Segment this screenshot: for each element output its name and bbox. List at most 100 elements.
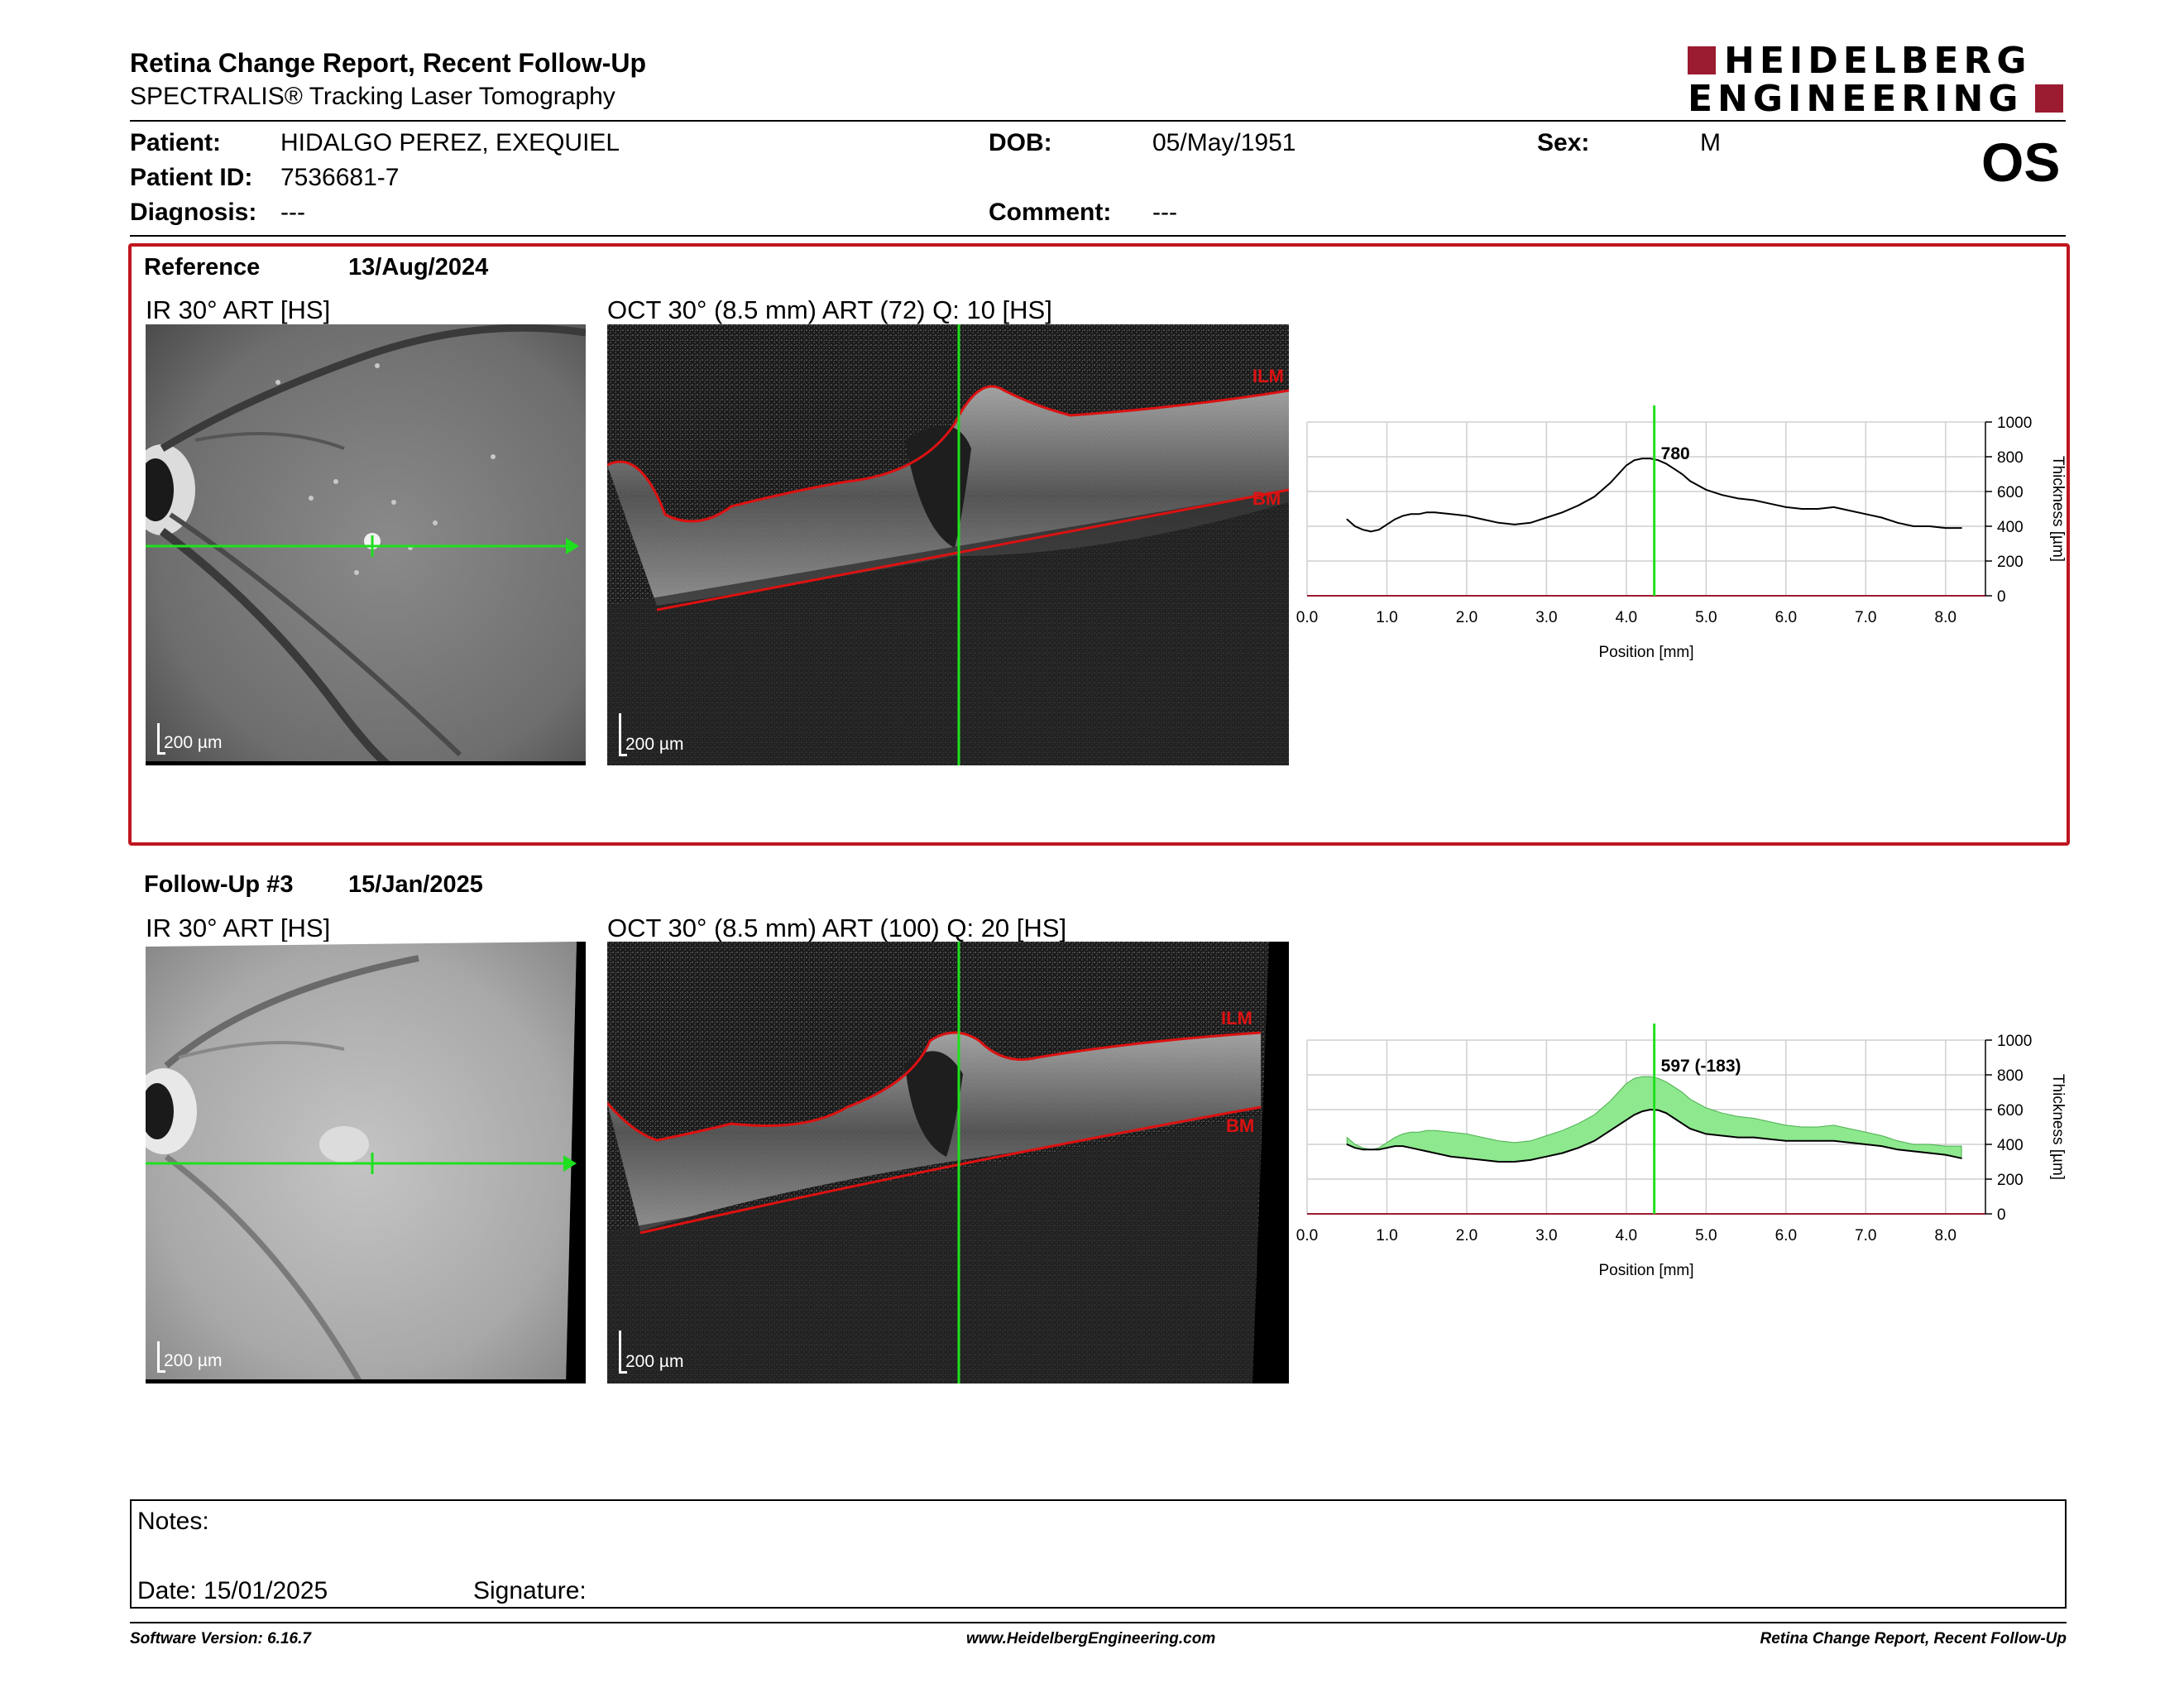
comment-label: Comment: (989, 199, 1112, 226)
thickness-point (1378, 1149, 1380, 1151)
thickness-point (1578, 1147, 1579, 1149)
header-divider (130, 120, 2066, 122)
thickness-point (1721, 494, 1723, 496)
thickness-point (1817, 1140, 1819, 1142)
x-tick-label: 5.0 (1695, 1227, 1717, 1244)
thickness-point (1650, 1109, 1651, 1110)
thickness-point (1449, 1155, 1452, 1158)
x-tick-label: 2.0 (1456, 1227, 1478, 1244)
sex-label: Sex: (1537, 129, 1590, 156)
thickness-point (1609, 1129, 1612, 1131)
thickness-point (1593, 496, 1596, 498)
x-tick-label: 2.0 (1456, 609, 1478, 626)
thickness-point (1346, 518, 1348, 520)
x-axis-label: Position [mm] (1598, 1262, 1693, 1279)
x-tick-label: 0.0 (1296, 609, 1318, 626)
thickness-point (1386, 524, 1388, 525)
thickness-point (1944, 1153, 1947, 1156)
reference-ir-scale: 200 µm (157, 722, 281, 755)
thickness-point (1832, 506, 1835, 508)
thickness-point (1681, 1123, 1684, 1125)
reference-oct-scale: 200 µm (619, 707, 743, 756)
footer-divider (130, 1622, 2067, 1623)
thickness-point (1354, 525, 1356, 527)
followup-ilm-label: ILM (1221, 1008, 1252, 1029)
thickness-point (1609, 482, 1612, 484)
thickness-point (1641, 1110, 1643, 1112)
thickness-point (1657, 1109, 1660, 1111)
x-tick-label: 7.0 (1855, 609, 1876, 626)
y-tick-label: 0 (1997, 588, 2006, 606)
followup-ir-scale-label: 200 µm (164, 1351, 223, 1370)
y-tick-label: 200 (1997, 1172, 2024, 1189)
diagnosis-label: Diagnosis: (130, 199, 257, 226)
y-tick-label: 200 (1997, 554, 2024, 571)
x-tick-label: 4.0 (1616, 609, 1637, 626)
followup-ir-title: IR 30° ART [HS] (146, 914, 331, 942)
followup-ir-scale: 200 µm (157, 1340, 281, 1373)
footer-url[interactable]: www.HeidelbergEngineering.com (966, 1630, 1216, 1647)
eye-label: OS (1981, 132, 2061, 193)
thickness-point (1354, 1147, 1356, 1149)
x-tick-label: 4.0 (1616, 1227, 1637, 1244)
thickness-point (1633, 1114, 1636, 1116)
thickness-point (1897, 522, 1899, 524)
dob-value: 05/May/1951 (1152, 129, 1296, 156)
diagnosis-value: --- (280, 199, 305, 226)
notes-label: Notes: (137, 1508, 209, 1535)
thickness-point (1913, 525, 1914, 527)
thickness-point (1418, 513, 1420, 516)
thickness-point (1434, 1152, 1436, 1154)
notes-box: Notes: Date: 15/01/2025 Signature: (130, 1499, 2067, 1609)
followup-oct-scale: 200 µm (619, 1324, 743, 1374)
x-tick-label: 3.0 (1535, 609, 1557, 626)
thickness-point (1497, 1161, 1500, 1163)
thickness-point (1561, 511, 1564, 513)
footer-software-version: Software Version: 6.16.7 (130, 1630, 311, 1647)
thickness-point (1689, 480, 1691, 482)
x-tick-label: 6.0 (1775, 609, 1797, 626)
thickness-point (1769, 502, 1771, 505)
reference-section-border (128, 243, 2070, 846)
thickness-point (1346, 1144, 1348, 1145)
followup-date: 15/Jan/2025 (348, 871, 483, 898)
reference-label: Reference (144, 254, 261, 281)
thickness-point (1370, 530, 1372, 533)
followup-oct-scale-label: 200 µm (625, 1352, 684, 1371)
reference-ilm-label: ILM (1252, 366, 1284, 386)
y-tick-label: 1000 (1997, 415, 2032, 432)
thickness-point (1928, 1152, 1931, 1154)
x-tick-label: 0.0 (1296, 1227, 1318, 1244)
y-tick-label: 400 (1997, 1137, 2024, 1154)
thickness-point (1386, 1147, 1388, 1149)
thickness-point (1482, 518, 1484, 520)
patient-name: HIDALGO PEREZ, EXEQUIEL (280, 129, 620, 156)
logo-line1: HEIDELBERG (1724, 40, 2032, 82)
footer-report-name: Retina Change Report, Recent Follow-Up (1760, 1630, 2067, 1647)
reference-ir-image: 200 µm (146, 324, 586, 765)
thickness-point (1466, 1158, 1468, 1159)
thickness-point (1545, 1155, 1548, 1158)
x-tick-label: 7.0 (1855, 1227, 1876, 1244)
thickness-point (1913, 1150, 1914, 1153)
x-axis-label: Position [mm] (1598, 644, 1693, 661)
thickness-point (1880, 1145, 1883, 1147)
thickness-point (1394, 518, 1396, 520)
thickness-point (1362, 1149, 1364, 1151)
thickness-point (1832, 1140, 1835, 1142)
x-tick-label: 1.0 (1376, 609, 1397, 626)
y-tick-label: 800 (1997, 1067, 2024, 1085)
logo-square-bottom (2035, 84, 2063, 113)
followup-label: Follow-Up #3 (144, 871, 294, 898)
thickness-point (1801, 1140, 1803, 1142)
thickness-point (1944, 527, 1947, 529)
reference-oct-image: ILM BM 200 µm (607, 324, 1289, 765)
thickness-point (1849, 1142, 1851, 1144)
thickness-point (1865, 1144, 1867, 1145)
thickness-point (1657, 459, 1660, 461)
reference-date: 13/Aug/2024 (348, 254, 489, 281)
thickness-point (1753, 499, 1755, 501)
notes-date: Date: 15/01/2025 (137, 1577, 328, 1604)
thickness-point (1665, 463, 1667, 465)
y-tick-label: 400 (1997, 519, 2024, 536)
